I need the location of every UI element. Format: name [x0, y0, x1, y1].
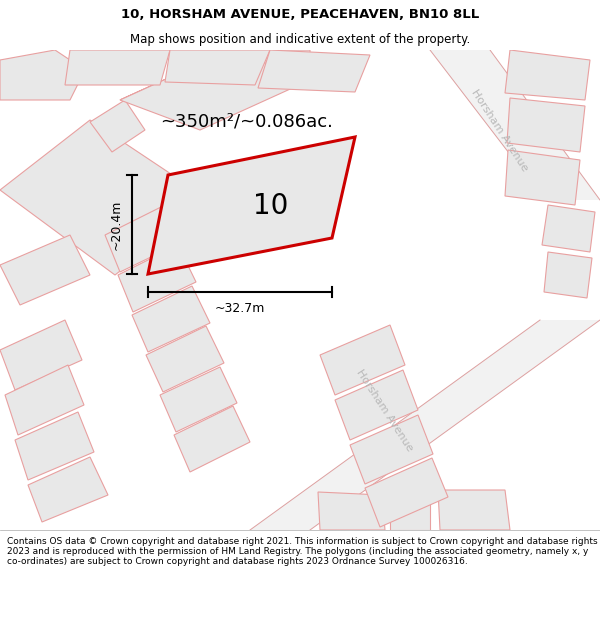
Polygon shape	[90, 100, 145, 152]
Polygon shape	[105, 205, 182, 272]
Polygon shape	[0, 320, 82, 390]
Polygon shape	[250, 320, 600, 530]
Text: ~20.4m: ~20.4m	[110, 199, 122, 249]
Polygon shape	[0, 50, 85, 100]
Polygon shape	[148, 137, 355, 274]
Polygon shape	[28, 457, 108, 522]
Text: 10: 10	[253, 192, 289, 220]
Polygon shape	[132, 286, 210, 352]
Polygon shape	[65, 50, 170, 85]
Polygon shape	[160, 367, 237, 432]
Polygon shape	[505, 50, 590, 100]
Polygon shape	[507, 98, 585, 152]
Text: Map shows position and indicative extent of the property.: Map shows position and indicative extent…	[130, 32, 470, 46]
Polygon shape	[5, 365, 84, 435]
Polygon shape	[174, 406, 250, 472]
Polygon shape	[120, 50, 310, 100]
Text: 10, HORSHAM AVENUE, PEACEHAVEN, BN10 8LL: 10, HORSHAM AVENUE, PEACEHAVEN, BN10 8LL	[121, 8, 479, 21]
Polygon shape	[430, 50, 600, 200]
Text: Horsham Avenue: Horsham Avenue	[470, 88, 530, 172]
Polygon shape	[350, 415, 433, 484]
Text: Contains OS data © Crown copyright and database right 2021. This information is : Contains OS data © Crown copyright and d…	[7, 537, 598, 566]
Polygon shape	[438, 490, 510, 530]
Text: ~350m²/~0.086ac.: ~350m²/~0.086ac.	[160, 113, 333, 131]
Polygon shape	[544, 252, 592, 298]
Polygon shape	[120, 50, 310, 130]
Polygon shape	[0, 235, 90, 305]
Polygon shape	[365, 458, 448, 527]
Polygon shape	[146, 326, 224, 392]
Polygon shape	[320, 325, 405, 395]
Polygon shape	[165, 50, 270, 85]
Text: ~32.7m: ~32.7m	[215, 301, 265, 314]
Polygon shape	[505, 150, 580, 205]
Polygon shape	[335, 370, 418, 440]
Polygon shape	[118, 245, 196, 312]
Polygon shape	[542, 205, 595, 252]
Text: Horsham Avenue: Horsham Avenue	[355, 368, 415, 452]
Polygon shape	[258, 50, 370, 92]
Polygon shape	[0, 120, 210, 275]
Polygon shape	[15, 412, 94, 480]
Polygon shape	[318, 492, 385, 530]
Polygon shape	[390, 490, 430, 530]
